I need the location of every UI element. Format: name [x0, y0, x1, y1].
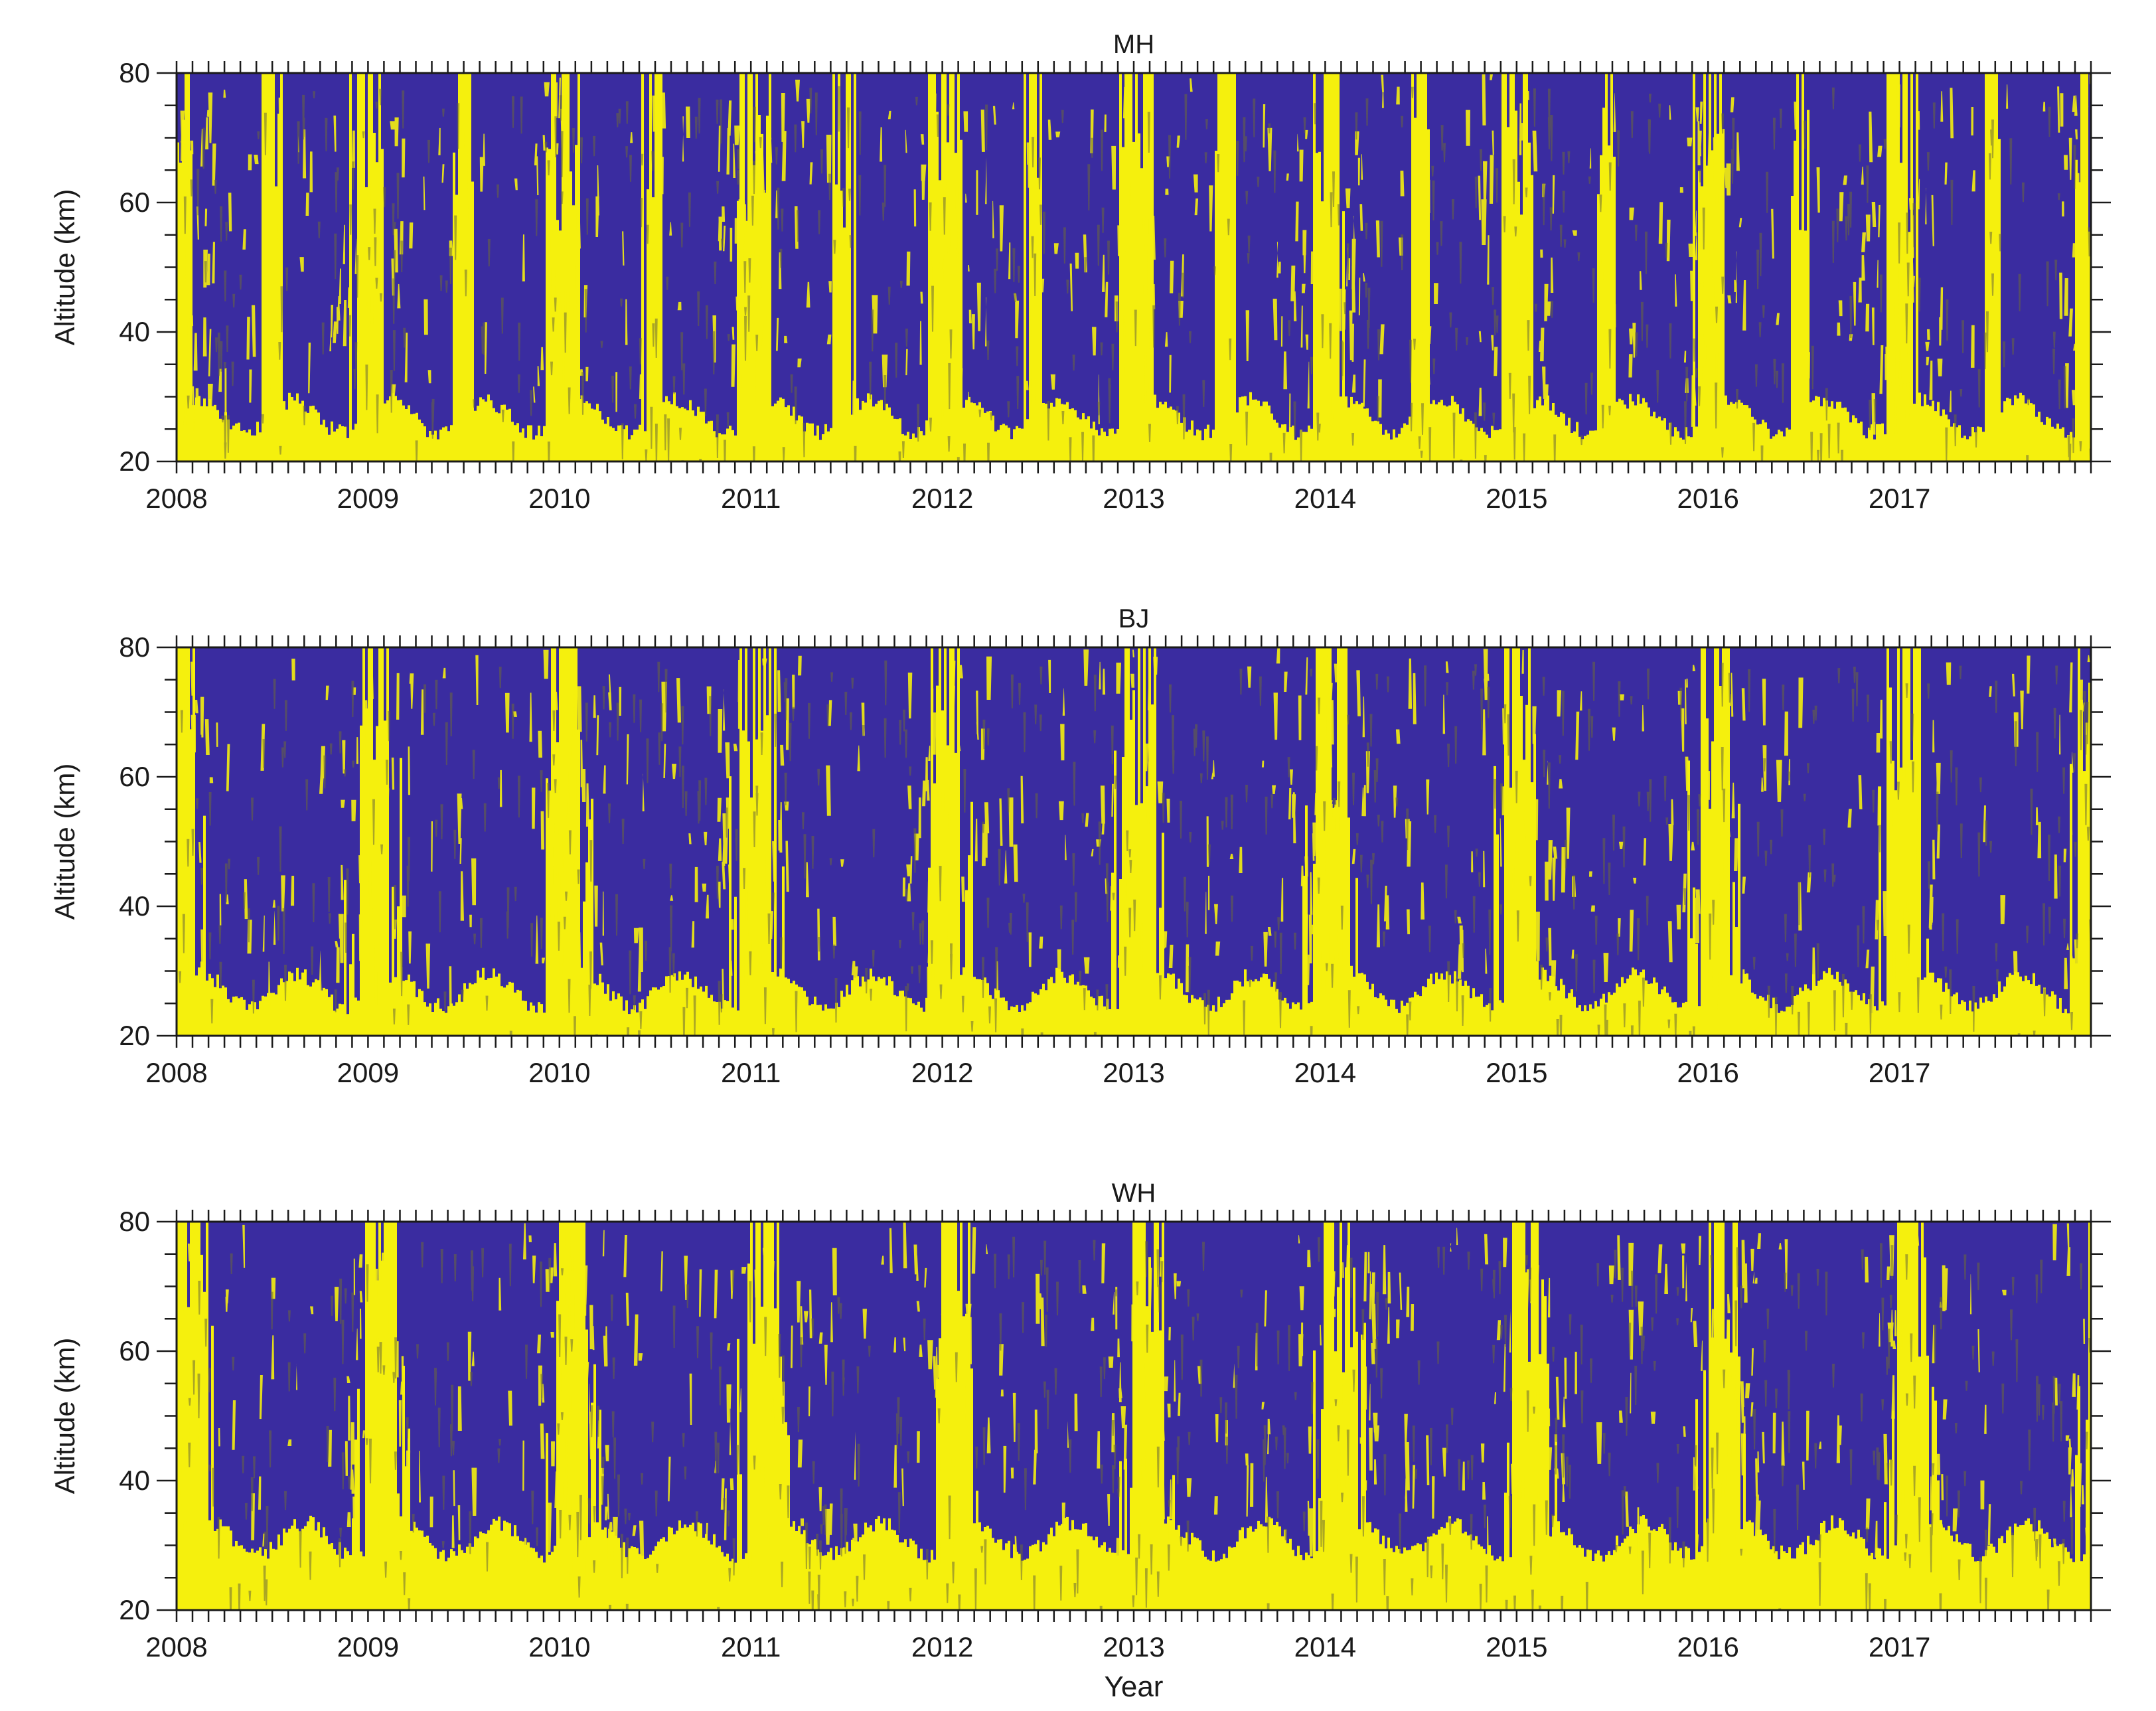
- x-tick-label: 2012: [911, 1057, 973, 1088]
- x-tick-label: 2010: [528, 483, 590, 514]
- y-tick-label: 20: [119, 1020, 150, 1051]
- x-tick-label: 2017: [1869, 1057, 1930, 1088]
- panel-bj: BJ 20 40 60 80 2008 2009 2010 2011 2012 2013 2014 20…: [49, 604, 2111, 1088]
- minor-ticks: [175, 635, 2092, 1048]
- x-tick-label: 2008: [145, 1057, 207, 1088]
- y-tick-label: 80: [119, 57, 150, 88]
- x-tick-label: 2013: [1103, 1057, 1164, 1088]
- x-tick-label: 2014: [1294, 1631, 1356, 1663]
- y-tick-label: 60: [119, 1335, 150, 1366]
- x-tick-label: 2012: [911, 483, 973, 514]
- x-tick-label: 2015: [1486, 1057, 1547, 1088]
- panel-title: WH: [1112, 1179, 1156, 1208]
- x-tick-label: 2012: [911, 1631, 973, 1663]
- y-tick-label: 40: [119, 316, 150, 347]
- x-tick-label: 2017: [1869, 1631, 1930, 1663]
- y-tick-label: 20: [119, 1594, 150, 1625]
- x-tick-label: 2008: [145, 483, 207, 514]
- panel-title: BJ: [1118, 604, 1150, 633]
- y-tick-label: 20: [119, 446, 150, 477]
- panel-mh: MH 20 40 60 80 2008 2009 2010 2011 2012 2013 2014 20…: [49, 30, 2111, 514]
- x-tick-label: 2009: [337, 483, 399, 514]
- x-tick-label: 2010: [528, 1631, 590, 1663]
- y-tick-label: 60: [119, 187, 150, 218]
- y-tick-label: 40: [119, 1465, 150, 1496]
- x-tick-label: 2009: [337, 1057, 399, 1088]
- x-tick-label: 2015: [1486, 1631, 1547, 1663]
- x-tick-label: 2016: [1677, 483, 1738, 514]
- x-tick-label: 2010: [528, 1057, 590, 1088]
- y-tick-label: 80: [119, 1206, 150, 1237]
- x-tick-label: 2013: [1103, 483, 1164, 514]
- x-axis-label: Year: [1105, 1670, 1164, 1703]
- y-tick-label: 60: [119, 761, 150, 792]
- x-tick-label: 2008: [145, 1631, 207, 1663]
- y-tick-label: 80: [119, 631, 150, 663]
- x-tick-label: 2013: [1103, 1631, 1164, 1663]
- x-tick-label: 2014: [1294, 483, 1356, 514]
- minor-ticks: [175, 1210, 2092, 1622]
- y-axis-label: Altitude (km): [49, 189, 80, 346]
- x-tick-label: 2016: [1677, 1631, 1738, 1663]
- minor-ticks: [175, 61, 2092, 473]
- x-tick-label: 2011: [721, 483, 781, 514]
- y-tick-label: 40: [119, 890, 150, 922]
- x-tick-label: 2017: [1869, 483, 1930, 514]
- panel-wh: WH 20 40 60 80 2008 2009 2010 2011 2012 2013 2014 20…: [49, 1179, 2111, 1703]
- x-tick-label: 2015: [1486, 483, 1547, 514]
- x-tick-label: 2009: [337, 1631, 399, 1663]
- y-axis-label: Altitude (km): [49, 764, 80, 920]
- field-pattern: [178, 1222, 2091, 1610]
- field-pattern: [179, 647, 2091, 1036]
- x-tick-label: 2016: [1677, 1057, 1738, 1088]
- y-ticks: [157, 646, 2111, 1037]
- y-ticks: [157, 1220, 2111, 1611]
- panel-title: MH: [1113, 30, 1154, 59]
- x-tick-label: 2014: [1294, 1057, 1356, 1088]
- field-pattern: [177, 73, 2091, 461]
- y-axis-label: Altitude (km): [49, 1338, 80, 1495]
- x-tick-label: 2011: [721, 1631, 781, 1663]
- y-ticks: [157, 72, 2111, 463]
- x-tick-label: 2011: [721, 1057, 781, 1088]
